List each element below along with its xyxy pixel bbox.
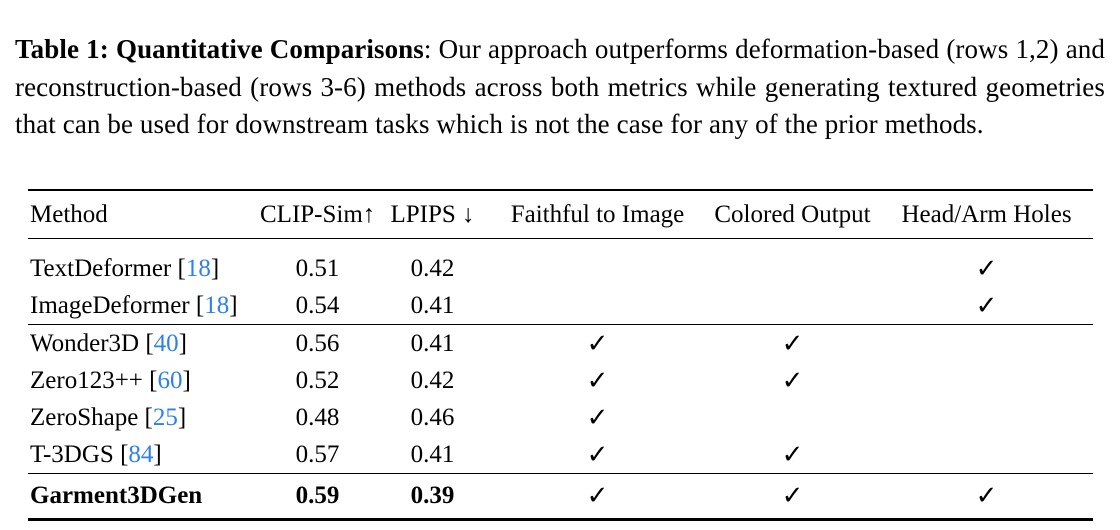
method-name: ZeroShape — [30, 403, 139, 431]
faithful-cell: ✓ — [490, 362, 705, 399]
method-name: TextDeformer — [30, 254, 172, 282]
holes-cell — [880, 399, 1093, 436]
lpips-cell: 0.42 — [410, 366, 455, 394]
faithful-cell: ✓ — [490, 436, 705, 474]
citation-link[interactable]: 60 — [157, 366, 183, 394]
colored-cell: ✓ — [705, 325, 880, 363]
cite-bracket: [ — [177, 254, 186, 282]
holes-cell: ✓ — [880, 287, 1093, 325]
colored-cell — [705, 287, 880, 325]
table-row: ZeroShape [25] 0.48 0.46 ✓ — [28, 399, 1093, 436]
cite-bracket: ] — [182, 366, 191, 394]
faithful-cell: ✓ — [490, 325, 705, 363]
method-name: Zero123++ — [30, 366, 143, 394]
caption-title: Table 1: Quantitative Comparisons — [15, 34, 424, 64]
holes-cell: ✓ — [880, 474, 1093, 520]
method-name: Garment3DGen — [30, 482, 203, 509]
checkmark-icon: ✓ — [586, 365, 609, 396]
method-cell: TextDeformer [18] — [28, 239, 260, 288]
checkmark-icon: ✓ — [781, 328, 804, 359]
holes-cell — [880, 436, 1093, 474]
citation-link[interactable]: 40 — [153, 329, 179, 357]
table-row: Wonder3D [40] 0.56 0.41 ✓ ✓ — [28, 325, 1093, 363]
method-cell: Garment3DGen — [28, 474, 260, 520]
cite-bracket: [ — [144, 403, 153, 431]
citation-link[interactable]: 25 — [152, 403, 178, 431]
table-row-ours: Garment3DGen 0.59 0.39 ✓ ✓ ✓ — [28, 474, 1093, 520]
method-cell: ZeroShape [25] — [28, 399, 260, 436]
cite-bracket: ] — [210, 254, 220, 282]
colored-cell — [705, 239, 880, 288]
citation-link[interactable]: 84 — [128, 440, 154, 468]
clip-sim-cell: 0.51 — [295, 254, 340, 282]
lpips-cell: 0.41 — [375, 287, 490, 325]
col-header-lpips: LPIPS ↓ — [375, 190, 490, 239]
checkmark-icon: ✓ — [586, 402, 609, 433]
checkmark-icon: ✓ — [975, 290, 998, 321]
checkmark-icon: ✓ — [781, 481, 804, 511]
holes-cell — [880, 325, 1093, 363]
method-name: ImageDeformer — [30, 291, 190, 319]
holes-cell: ✓ — [880, 239, 1093, 288]
cite-bracket: ] — [177, 403, 187, 431]
col-header-colored: Colored Output — [705, 190, 880, 239]
checkmark-icon: ✓ — [586, 328, 609, 359]
cite-bracket: ] — [178, 329, 187, 357]
faithful-cell: ✓ — [490, 399, 705, 436]
lpips-cell: 0.41 — [410, 329, 455, 357]
cite-bracket: [ — [145, 329, 154, 357]
checkmark-icon: ✓ — [975, 253, 998, 284]
clip-sim-cell: 0.56 — [295, 329, 340, 357]
header-row: Method CLIP-Sim↑ LPIPS ↓ Faithful to Ima… — [28, 190, 1093, 239]
checkmark-icon: ✓ — [781, 439, 804, 470]
cite-bracket: [ — [120, 440, 129, 468]
colored-cell: ✓ — [705, 436, 880, 474]
table-row: T-3DGS [84] 0.57 0.41 ✓ ✓ — [28, 436, 1093, 474]
table-row: ImageDeformer [18] 0.54 0.41 ✓ — [28, 287, 1093, 325]
colored-cell: ✓ — [705, 474, 880, 520]
method-cell: T-3DGS [84] — [28, 436, 260, 474]
table-row: TextDeformer [18] 0.51 0.42 ✓ — [28, 239, 1093, 288]
checkmark-icon: ✓ — [781, 365, 804, 396]
checkmark-icon: ✓ — [586, 481, 609, 511]
clip-sim-cell: 0.52 — [295, 366, 340, 394]
lpips-cell: 0.46 — [410, 403, 455, 431]
table-caption: Table 1: Quantitative Comparisons: Our a… — [15, 31, 1105, 144]
col-header-clip-sim: CLIP-Sim↑ — [260, 190, 375, 239]
clip-sim-cell: 0.48 — [295, 403, 340, 431]
lpips-cell: 0.41 — [375, 436, 490, 474]
method-name: T-3DGS — [30, 440, 114, 468]
cite-bracket: [ — [195, 291, 205, 319]
cite-bracket: ] — [153, 440, 162, 468]
citation-link[interactable]: 18 — [204, 291, 230, 319]
method-cell: ImageDeformer [18] — [28, 287, 260, 325]
method-cell: Zero123++ [60] — [28, 362, 260, 399]
faithful-cell — [490, 287, 705, 325]
lpips-cell: 0.42 — [410, 254, 455, 282]
holes-cell — [880, 362, 1093, 399]
clip-sim-cell: 0.54 — [260, 287, 375, 325]
cite-bracket: ] — [229, 291, 238, 319]
citation-link[interactable]: 18 — [185, 254, 211, 282]
faithful-cell: ✓ — [490, 474, 705, 520]
clip-sim-cell: 0.59 — [295, 482, 340, 509]
checkmark-icon: ✓ — [586, 439, 609, 470]
comparison-table: Method CLIP-Sim↑ LPIPS ↓ Faithful to Ima… — [28, 189, 1093, 521]
checkmark-icon: ✓ — [975, 481, 998, 511]
caption-body: : Our approach outperforms deformation-b… — [15, 34, 1105, 139]
col-header-holes: Head/Arm Holes — [880, 190, 1093, 239]
method-name: Wonder3D — [30, 329, 140, 357]
col-header-method: Method — [28, 190, 260, 239]
colored-cell — [705, 399, 880, 436]
method-cell: Wonder3D [40] — [28, 325, 260, 363]
colored-cell: ✓ — [705, 362, 880, 399]
lpips-cell: 0.39 — [410, 482, 455, 509]
cite-bracket: [ — [149, 366, 158, 394]
clip-sim-cell: 0.57 — [260, 436, 375, 474]
faithful-cell — [490, 239, 705, 288]
table-row: Zero123++ [60] 0.52 0.42 ✓ ✓ — [28, 362, 1093, 399]
col-header-faithful: Faithful to Image — [490, 190, 705, 239]
